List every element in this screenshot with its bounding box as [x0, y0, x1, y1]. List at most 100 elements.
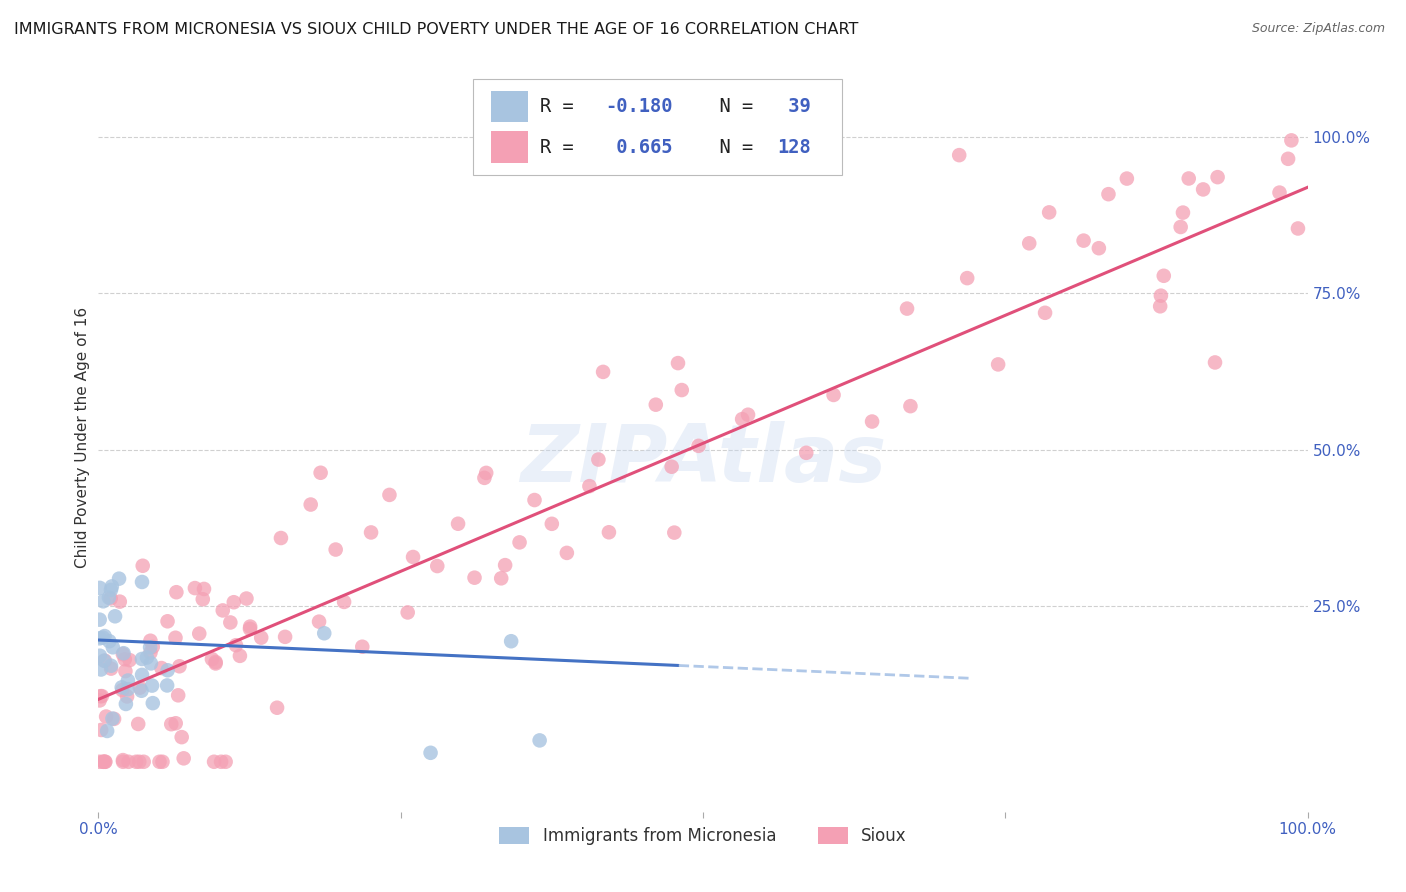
- Legend: Immigrants from Micronesia, Sioux: Immigrants from Micronesia, Sioux: [492, 821, 914, 852]
- Point: [112, 646, 135, 660]
- Point: [184, 581, 207, 595]
- Point: [100, 658, 122, 673]
- Point: [94, 709, 117, 723]
- Point: [117, 755, 139, 769]
- Point: [114, 664, 136, 678]
- Point: [688, 439, 710, 453]
- Point: [396, 606, 419, 620]
- Point: [193, 582, 215, 596]
- Point: [1204, 355, 1226, 369]
- Text: N =: N =: [697, 97, 765, 116]
- Text: 39: 39: [776, 97, 810, 116]
- Point: [139, 657, 162, 671]
- Point: [136, 650, 159, 665]
- Point: [89, 689, 111, 703]
- Point: [250, 631, 273, 645]
- Point: [93, 654, 115, 668]
- Point: [204, 657, 226, 671]
- Text: 128: 128: [776, 137, 810, 157]
- Point: [360, 525, 382, 540]
- Point: [598, 525, 620, 540]
- FancyBboxPatch shape: [492, 91, 527, 122]
- Point: [131, 652, 153, 666]
- Point: [1279, 133, 1302, 147]
- Point: [94, 755, 117, 769]
- Point: [1149, 299, 1171, 313]
- Point: [1153, 268, 1175, 283]
- Point: [309, 466, 332, 480]
- Point: [592, 365, 614, 379]
- Point: [90, 723, 112, 737]
- Point: [1038, 205, 1060, 219]
- Point: [100, 582, 122, 597]
- Y-axis label: Child Poverty Under the Age of 16: Child Poverty Under the Age of 16: [75, 307, 90, 567]
- Point: [89, 755, 111, 769]
- Point: [274, 630, 297, 644]
- Point: [219, 615, 242, 630]
- Point: [529, 733, 551, 747]
- Point: [89, 581, 111, 595]
- Point: [139, 633, 162, 648]
- Point: [308, 615, 330, 629]
- Point: [148, 755, 170, 769]
- Point: [426, 559, 449, 574]
- Point: [142, 640, 165, 654]
- Text: 0.665: 0.665: [605, 137, 672, 157]
- Point: [523, 493, 546, 508]
- Point: [91, 594, 114, 608]
- Point: [89, 613, 111, 627]
- Point: [501, 634, 523, 648]
- Point: [860, 415, 883, 429]
- Point: [118, 653, 141, 667]
- Point: [661, 459, 683, 474]
- Point: [378, 488, 401, 502]
- Point: [202, 755, 225, 769]
- Point: [139, 646, 162, 660]
- Text: R =: R =: [540, 97, 585, 116]
- Point: [588, 452, 610, 467]
- Point: [555, 546, 578, 560]
- Point: [464, 571, 486, 585]
- Point: [111, 683, 134, 698]
- Point: [115, 690, 138, 704]
- Point: [152, 755, 174, 769]
- Point: [96, 723, 118, 738]
- Point: [131, 574, 153, 589]
- Point: [489, 571, 512, 585]
- Point: [101, 712, 124, 726]
- Point: [900, 399, 922, 413]
- Point: [132, 755, 155, 769]
- Point: [1073, 234, 1095, 248]
- Point: [165, 716, 187, 731]
- Point: [101, 640, 124, 655]
- FancyBboxPatch shape: [492, 131, 527, 163]
- Point: [111, 647, 134, 661]
- Point: [948, 148, 970, 162]
- Point: [270, 531, 292, 545]
- Point: [402, 549, 425, 564]
- Point: [139, 640, 162, 655]
- Point: [1150, 288, 1173, 302]
- Point: [664, 525, 686, 540]
- Point: [165, 585, 187, 599]
- Point: [225, 638, 247, 652]
- Point: [131, 668, 153, 682]
- Point: [108, 572, 131, 586]
- Point: [578, 479, 600, 493]
- Point: [114, 652, 136, 666]
- Point: [475, 466, 498, 480]
- Point: [447, 516, 470, 531]
- Point: [90, 663, 112, 677]
- Point: [644, 398, 666, 412]
- Point: [188, 626, 211, 640]
- Point: [141, 679, 163, 693]
- Point: [101, 579, 124, 593]
- Point: [142, 696, 165, 710]
- Point: [333, 595, 356, 609]
- Point: [1097, 187, 1119, 202]
- Point: [98, 634, 121, 648]
- Point: [93, 755, 115, 769]
- Point: [1088, 241, 1111, 255]
- Point: [111, 755, 134, 769]
- Point: [167, 688, 190, 702]
